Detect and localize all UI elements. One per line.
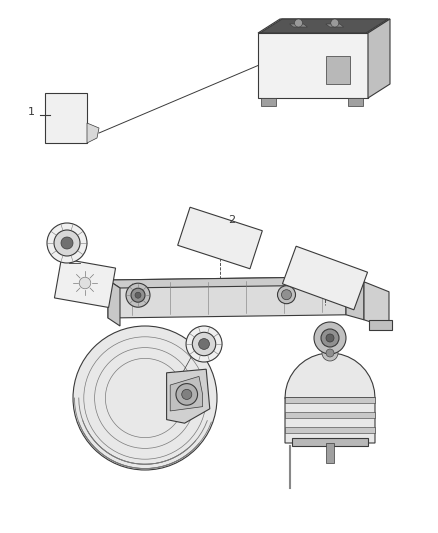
Polygon shape [45, 93, 87, 143]
Polygon shape [292, 438, 368, 446]
Circle shape [135, 292, 141, 298]
Polygon shape [108, 280, 120, 326]
Polygon shape [346, 277, 364, 320]
Polygon shape [258, 19, 390, 33]
Polygon shape [170, 376, 203, 411]
Circle shape [176, 384, 198, 405]
Circle shape [331, 19, 339, 27]
Circle shape [131, 288, 145, 302]
Text: 1: 1 [28, 107, 35, 117]
Circle shape [47, 223, 87, 263]
Circle shape [186, 326, 222, 362]
Circle shape [73, 326, 217, 470]
Polygon shape [290, 24, 307, 27]
Polygon shape [178, 207, 262, 269]
Polygon shape [87, 123, 99, 143]
Bar [285, 397, 375, 403]
Polygon shape [260, 19, 388, 33]
Bar [348, 98, 363, 106]
Circle shape [54, 230, 80, 256]
Circle shape [278, 286, 296, 304]
Polygon shape [364, 282, 389, 328]
Circle shape [61, 237, 73, 249]
Circle shape [322, 345, 338, 361]
Bar [326, 56, 350, 84]
Polygon shape [326, 24, 344, 27]
Polygon shape [108, 277, 346, 318]
Bar [326, 443, 334, 463]
Bar [261, 98, 276, 106]
Circle shape [282, 290, 292, 300]
Circle shape [321, 329, 339, 347]
Polygon shape [283, 246, 367, 310]
Circle shape [182, 390, 192, 399]
Polygon shape [369, 320, 392, 330]
Bar [285, 412, 375, 418]
Circle shape [126, 283, 150, 307]
Circle shape [199, 338, 209, 350]
Polygon shape [285, 353, 375, 443]
Polygon shape [166, 369, 210, 423]
Polygon shape [258, 33, 368, 98]
Circle shape [79, 277, 91, 289]
Polygon shape [108, 277, 358, 288]
Circle shape [326, 349, 334, 357]
Circle shape [192, 332, 216, 356]
Polygon shape [54, 259, 116, 308]
Bar [285, 427, 375, 433]
Circle shape [314, 322, 346, 354]
Circle shape [326, 334, 334, 342]
Text: 2: 2 [228, 215, 235, 225]
Polygon shape [368, 19, 390, 98]
Circle shape [294, 19, 303, 27]
